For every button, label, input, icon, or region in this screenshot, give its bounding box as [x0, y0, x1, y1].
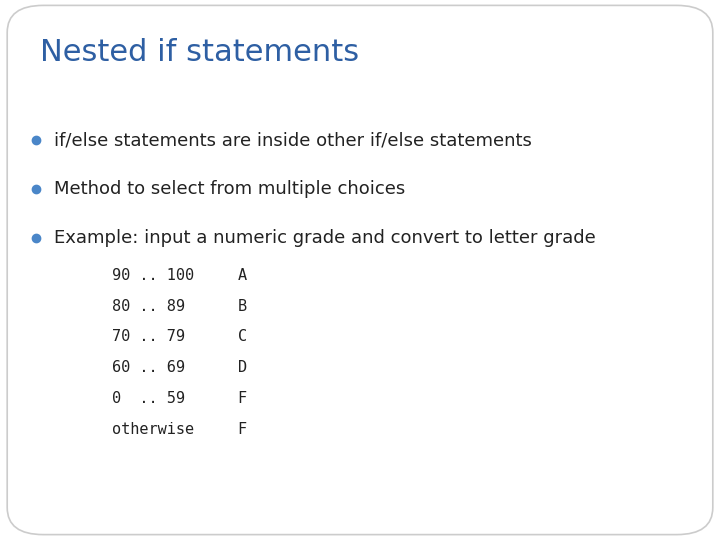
Text: F: F [238, 391, 247, 406]
Text: B: B [238, 299, 247, 314]
Text: D: D [238, 360, 247, 375]
Text: 0  .. 59: 0 .. 59 [112, 391, 184, 406]
Text: if/else statements are inside other if/else statements: if/else statements are inside other if/e… [54, 131, 532, 150]
Text: otherwise: otherwise [112, 422, 194, 437]
Text: Method to select from multiple choices: Method to select from multiple choices [54, 180, 405, 198]
Text: Example: input a numeric grade and convert to letter grade: Example: input a numeric grade and conve… [54, 228, 595, 247]
Text: F: F [238, 422, 247, 437]
Text: 90 .. 100: 90 .. 100 [112, 268, 194, 283]
Text: Nested if statements: Nested if statements [40, 38, 359, 67]
Text: 80 .. 89: 80 .. 89 [112, 299, 184, 314]
FancyBboxPatch shape [7, 5, 713, 535]
Text: 70 .. 79: 70 .. 79 [112, 329, 184, 345]
Text: 60 .. 69: 60 .. 69 [112, 360, 184, 375]
Text: A: A [238, 268, 247, 283]
Text: C: C [238, 329, 247, 345]
